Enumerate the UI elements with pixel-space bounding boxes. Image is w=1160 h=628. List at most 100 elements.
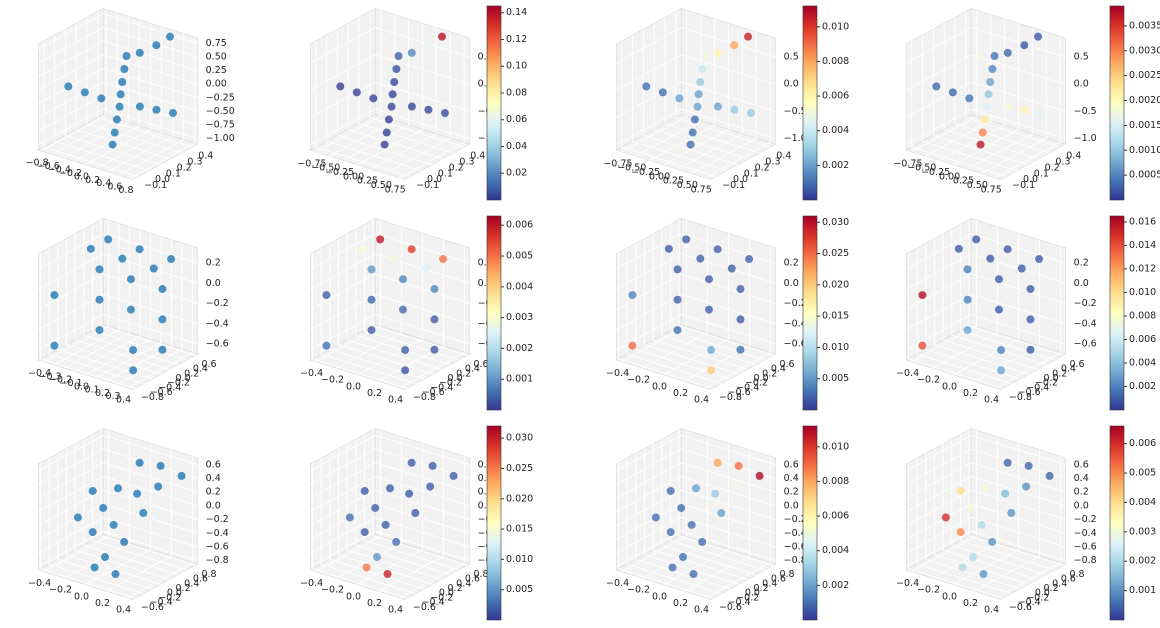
grid-line	[385, 31, 451, 174]
grid-line	[310, 108, 470, 145]
z-tick-label: −1.00	[206, 133, 235, 144]
x-tick-label: 0.2	[673, 598, 688, 609]
x-tick-label: 0.0	[74, 591, 89, 602]
colorbar-tick-label: 0.014	[1129, 240, 1156, 251]
grid-line	[63, 16, 129, 159]
z-tick-label: 0.0	[206, 278, 221, 289]
x-tick-label: 0.4	[116, 604, 131, 615]
y-tick-label: −0.2	[158, 592, 181, 603]
x-tick-label: −0.25	[631, 167, 660, 178]
z-tick-label: 0.2	[478, 258, 493, 269]
grid-line	[64, 436, 130, 579]
point	[628, 341, 637, 350]
grid-line	[642, 29, 738, 166]
point	[982, 484, 990, 493]
point	[666, 486, 675, 495]
y-tick-label: 0.0	[745, 588, 760, 599]
y-tick-label: 0.6	[779, 359, 794, 370]
point	[736, 315, 745, 324]
grid-line	[371, 27, 437, 170]
grid-line	[642, 436, 708, 579]
colorbar-tick-label: 0.010	[1129, 287, 1156, 298]
point	[1003, 458, 1012, 467]
point	[401, 346, 410, 355]
y-tick-label: −0.4	[736, 382, 759, 393]
point	[86, 244, 95, 253]
y-tick-label: 0.4	[776, 151, 791, 162]
point	[956, 528, 965, 537]
x-tick-label: 0.2	[963, 598, 978, 609]
x-tick-label: 0.00	[939, 171, 960, 182]
colorbar	[486, 425, 502, 621]
point	[322, 341, 331, 350]
grid-line	[906, 108, 1066, 145]
colorbar-tick-label: 0.008	[822, 56, 849, 67]
point	[428, 461, 437, 470]
grid-line	[652, 443, 748, 580]
colorbar-tick-label: 0.002	[1129, 381, 1156, 392]
grid-line	[329, 14, 396, 157]
y-tick-label: −0.2	[1035, 378, 1058, 389]
point	[682, 235, 691, 244]
y-tick-label: 0.0	[1044, 373, 1059, 384]
grid-line	[616, 475, 776, 513]
y-tick-label: −0.2	[745, 378, 768, 389]
grid-line	[38, 40, 198, 77]
point	[986, 78, 995, 87]
x-tick-label: 0.0	[652, 381, 667, 392]
x-tick-label: 0.2	[95, 598, 110, 609]
z-tick-label: 0.4	[784, 473, 799, 484]
point	[983, 102, 992, 111]
z-tick-label: −0.50	[206, 106, 235, 117]
grid-line	[85, 23, 151, 166]
point	[679, 553, 688, 562]
grid-line	[38, 448, 198, 485]
y-tick-label: −0.8	[719, 392, 742, 403]
grid-line	[378, 449, 444, 592]
z-tick-label: −0.4	[784, 528, 807, 539]
point	[129, 366, 138, 375]
grid-line	[66, 448, 162, 585]
z-tick-label: 0.2	[206, 487, 221, 498]
grid-line	[953, 443, 1019, 586]
grid-line	[616, 517, 776, 554]
z-tick-label: 0.2	[784, 487, 799, 498]
point	[965, 94, 974, 103]
grid-line	[38, 489, 198, 526]
grid-line	[86, 17, 182, 154]
x-tick-label: −0.3	[39, 371, 62, 382]
point	[986, 254, 995, 263]
point	[696, 254, 705, 263]
x-tick-label: −0.75	[603, 158, 632, 169]
grid-line	[906, 462, 1066, 499]
x-tick-label: 0.4	[388, 604, 403, 615]
y-tick-label: 0.3	[1055, 157, 1070, 168]
z-tick-label: 0.0	[784, 79, 799, 90]
grid-line	[705, 456, 771, 599]
colorbar-tick-label: 0.025	[506, 463, 533, 474]
grid-line	[906, 448, 1066, 485]
subplot: −0.4−0.20.00.20.4 −0.6−0.4−0.20.00.20.40.…	[28, 427, 229, 615]
grid-line	[906, 530, 1066, 568]
grid-line	[616, 448, 776, 485]
point	[101, 553, 110, 562]
point	[1001, 489, 1010, 498]
x-tick-label: 0.25	[953, 176, 974, 187]
point	[405, 489, 414, 498]
x-tick-label: 0.50	[677, 180, 698, 191]
z-tick-label: −0.2	[1074, 298, 1097, 309]
colorbar-tick-label: 0.015	[822, 311, 849, 322]
y-tick-label: 0.2	[449, 162, 464, 173]
point	[1026, 345, 1035, 354]
point	[1034, 32, 1043, 41]
grid-line	[925, 453, 1021, 590]
y-tick-label: −0.2	[439, 378, 462, 389]
x-tick-label: 0.4	[694, 604, 709, 615]
grid-line	[310, 475, 470, 513]
y-tick-label: 0.1	[166, 168, 181, 179]
point	[948, 88, 957, 97]
z-tick-label: −0.8	[784, 555, 807, 566]
point	[392, 65, 401, 74]
point	[120, 537, 129, 546]
point	[984, 90, 993, 99]
